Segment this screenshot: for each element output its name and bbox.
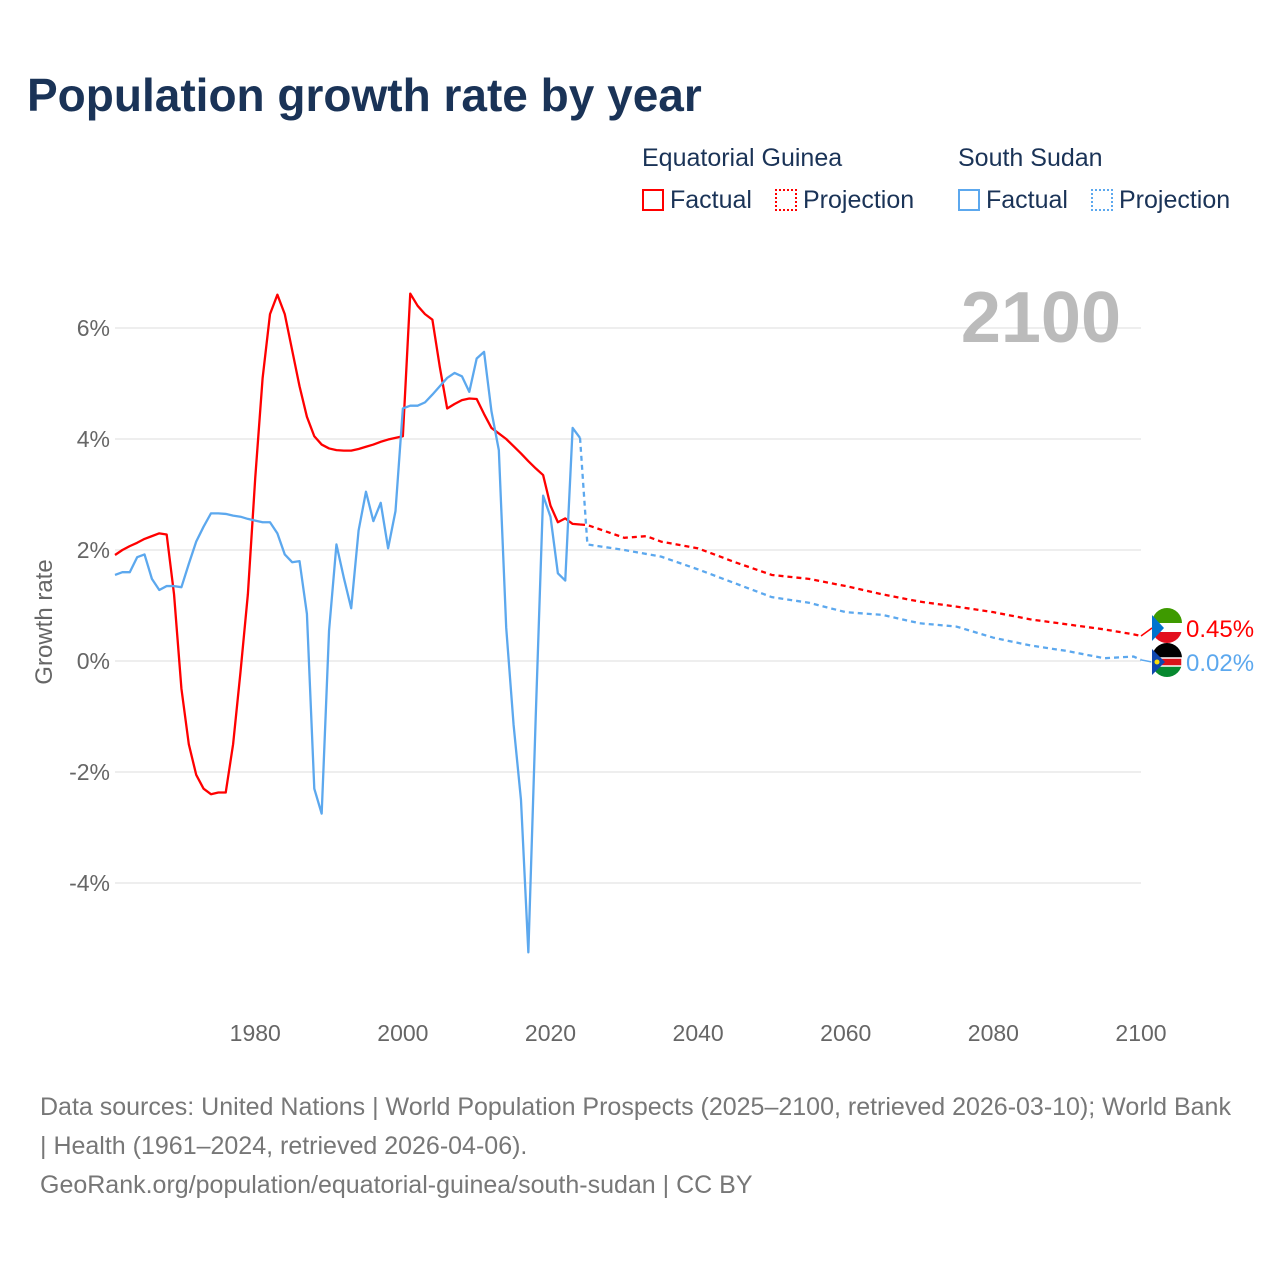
- x-tick-label: 2100: [1115, 1020, 1166, 1046]
- flag-triangle: [1152, 615, 1164, 641]
- y-tick-label: 0%: [77, 648, 110, 674]
- flag-stripe: [1152, 623, 1182, 632]
- y-tick-label: -2%: [69, 759, 110, 785]
- x-tick-label: 2020: [525, 1020, 576, 1046]
- solid-swatch-icon: [642, 189, 664, 211]
- solid-swatch-icon: [958, 189, 980, 211]
- legend-label: Factual: [670, 186, 752, 214]
- y-tick-label: -4%: [69, 870, 110, 896]
- dotted-swatch-icon: [1091, 189, 1113, 211]
- x-tick-label: 1980: [230, 1020, 281, 1046]
- y-axis-label: Growth rate: [31, 559, 58, 684]
- dotted-swatch-icon: [775, 189, 797, 211]
- end-value-label: 0.45%: [1186, 616, 1254, 643]
- legend-south-sudan-factual[interactable]: Factual: [958, 186, 1068, 215]
- y-tick-label: 4%: [77, 426, 110, 452]
- source-line: Data sources: United Nations | World Pop…: [40, 1093, 1231, 1160]
- x-tick-label: 2040: [673, 1020, 724, 1046]
- x-tick-label: 2080: [968, 1020, 1019, 1046]
- current-year-label: 2100: [961, 278, 1121, 358]
- legend-group-title-south-sudan: South Sudan: [958, 144, 1103, 172]
- legend-label: Projection: [803, 186, 915, 214]
- source-note: Data sources: United Nations | World Pop…: [40, 1088, 1240, 1205]
- legend-eq-guinea-projection[interactable]: Projection: [775, 186, 914, 215]
- factual-line-1: [114, 350, 581, 954]
- label-connector: [1140, 659, 1153, 663]
- legend-eq-guinea-factual[interactable]: Factual: [642, 186, 752, 215]
- projection-line-1: [578, 437, 1142, 661]
- chart-title: Population growth rate by year: [27, 69, 702, 121]
- y-tick-label: 2%: [77, 537, 110, 563]
- y-tick-label: 6%: [77, 315, 110, 341]
- legend-south-sudan-projection[interactable]: Projection: [1091, 186, 1230, 215]
- factual-line-0: [114, 292, 581, 796]
- projection-line-0: [579, 523, 1142, 638]
- legend-label: Factual: [986, 186, 1068, 214]
- star-icon: [1154, 659, 1160, 665]
- source-url[interactable]: GeoRank.org/population/equatorial-guinea…: [40, 1171, 753, 1199]
- flag-stripe: [1152, 643, 1182, 658]
- line-chart: 6% 4% 2% 0% -2% -4% 1980 2000 2020 2040 2060 2080 21…: [31, 278, 1254, 1046]
- x-tick-label: 2000: [377, 1020, 428, 1046]
- flag-stripe: [1152, 608, 1182, 623]
- label-connector: [1140, 627, 1153, 637]
- end-value-label: 0.02%: [1186, 650, 1254, 677]
- legend-group-title-eq-guinea: Equatorial Guinea: [642, 144, 843, 172]
- legend-label: Projection: [1119, 186, 1231, 214]
- x-tick-label: 2060: [820, 1020, 871, 1046]
